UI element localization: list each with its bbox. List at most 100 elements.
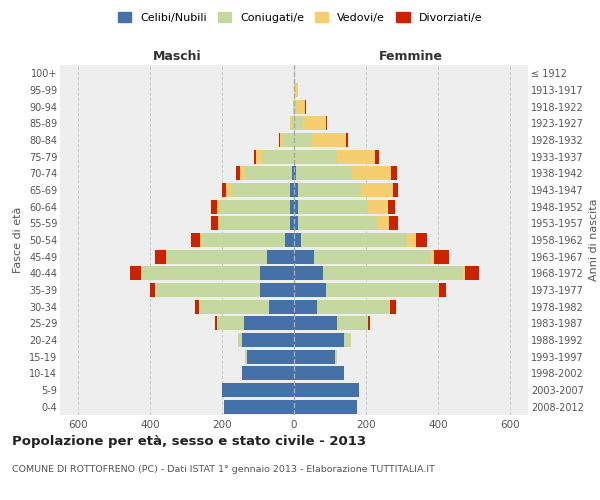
Bar xyxy=(239,166,245,180)
Bar xyxy=(236,166,239,180)
Bar xyxy=(298,183,361,197)
Text: Maschi: Maschi xyxy=(152,50,202,62)
Bar xyxy=(294,133,312,147)
Bar xyxy=(295,83,298,97)
Bar xyxy=(407,233,416,247)
Bar xyxy=(245,350,247,364)
Bar xyxy=(226,183,231,197)
Bar xyxy=(388,200,395,214)
Bar xyxy=(301,233,407,247)
Bar xyxy=(463,266,465,280)
Bar xyxy=(202,233,285,247)
Bar xyxy=(211,200,217,214)
Bar xyxy=(293,100,294,114)
Bar xyxy=(211,216,218,230)
Bar xyxy=(294,200,298,214)
Bar xyxy=(166,250,267,264)
Bar xyxy=(294,400,357,414)
Bar xyxy=(224,400,294,414)
Bar xyxy=(150,283,155,297)
Bar xyxy=(260,266,294,280)
Bar xyxy=(361,183,393,197)
Bar xyxy=(294,250,314,264)
Bar xyxy=(431,250,434,264)
Text: COMUNE DI ROTTOFRENO (PC) - Dati ISTAT 1° gennaio 2013 - Elaborazione TUTTITALIA: COMUNE DI ROTTOFRENO (PC) - Dati ISTAT 1… xyxy=(12,465,435,474)
Bar xyxy=(296,166,352,180)
Text: Popolazione per età, sesso e stato civile - 2013: Popolazione per età, sesso e stato civil… xyxy=(12,435,366,448)
Bar xyxy=(294,150,337,164)
Bar xyxy=(393,183,398,197)
Bar xyxy=(326,116,327,130)
Bar xyxy=(294,100,296,114)
Bar xyxy=(344,333,350,347)
Bar xyxy=(290,183,294,197)
Bar xyxy=(294,383,359,397)
Bar xyxy=(391,166,397,180)
Bar xyxy=(294,333,344,347)
Bar xyxy=(200,233,202,247)
Bar xyxy=(294,266,323,280)
Y-axis label: Anni di nascita: Anni di nascita xyxy=(589,198,599,281)
Bar xyxy=(465,266,479,280)
Bar xyxy=(290,116,292,130)
Text: Femmine: Femmine xyxy=(379,50,443,62)
Bar xyxy=(238,333,242,347)
Bar xyxy=(260,283,294,297)
Bar xyxy=(195,300,199,314)
Bar xyxy=(377,216,389,230)
Bar xyxy=(155,250,166,264)
Bar xyxy=(298,200,368,214)
Bar xyxy=(368,200,388,214)
Bar xyxy=(294,66,295,80)
Bar xyxy=(294,366,344,380)
Bar xyxy=(294,166,296,180)
Bar xyxy=(285,233,294,247)
Bar xyxy=(267,250,294,264)
Y-axis label: Fasce di età: Fasce di età xyxy=(13,207,23,273)
Bar xyxy=(317,300,389,314)
Bar xyxy=(256,150,262,164)
Bar xyxy=(389,216,398,230)
Bar xyxy=(290,216,294,230)
Bar xyxy=(294,300,317,314)
Bar xyxy=(218,216,220,230)
Bar xyxy=(242,366,294,380)
Bar xyxy=(314,250,431,264)
Bar xyxy=(217,200,220,214)
Bar xyxy=(141,266,260,280)
Bar xyxy=(262,150,294,164)
Bar xyxy=(368,316,370,330)
Bar xyxy=(191,233,200,247)
Bar xyxy=(199,300,269,314)
Bar xyxy=(280,133,283,147)
Bar xyxy=(326,283,438,297)
Bar xyxy=(439,283,446,297)
Bar xyxy=(294,183,298,197)
Bar xyxy=(155,283,260,297)
Bar xyxy=(337,316,368,330)
Bar xyxy=(290,200,294,214)
Bar xyxy=(215,316,217,330)
Bar xyxy=(352,166,391,180)
Bar xyxy=(294,283,326,297)
Legend: Celibi/Nubili, Coniugati/e, Vedovi/e, Divorziati/e: Celibi/Nubili, Coniugati/e, Vedovi/e, Di… xyxy=(113,8,487,28)
Bar xyxy=(292,166,294,180)
Bar xyxy=(269,300,294,314)
Bar xyxy=(303,116,326,130)
Bar xyxy=(389,300,390,314)
Bar xyxy=(222,383,294,397)
Bar xyxy=(390,300,395,314)
Bar xyxy=(337,150,375,164)
Bar xyxy=(222,183,226,197)
Bar xyxy=(130,266,141,280)
Bar xyxy=(247,350,294,364)
Bar xyxy=(294,116,303,130)
Bar xyxy=(220,216,290,230)
Bar xyxy=(296,100,305,114)
Bar xyxy=(279,133,280,147)
Bar xyxy=(335,350,337,364)
Bar xyxy=(283,133,294,147)
Bar xyxy=(375,150,379,164)
Bar xyxy=(434,250,449,264)
Bar xyxy=(217,316,244,330)
